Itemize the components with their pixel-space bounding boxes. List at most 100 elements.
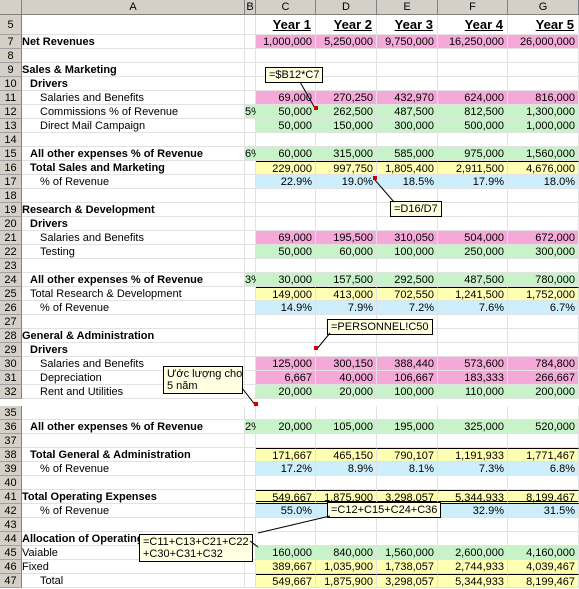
row-label[interactable]: Salaries and Benefits [22,357,245,371]
value-cell[interactable]: 1,805,400 [377,161,438,175]
value-cell[interactable] [438,189,508,203]
value-cell[interactable]: 1,875,900 [316,574,377,588]
value-cell[interactable]: 1,771,467 [508,448,579,462]
value-cell[interactable]: 171,667 [256,448,316,462]
value-cell[interactable] [256,532,316,546]
row-label[interactable]: % of Revenue [22,301,245,315]
driver-percent-cell[interactable] [245,91,256,105]
value-cell[interactable] [316,532,377,546]
value-cell[interactable] [316,259,377,273]
value-cell[interactable]: 7.3% [438,462,508,476]
value-cell[interactable]: 310,050 [377,231,438,245]
value-cell[interactable] [316,518,377,532]
row-header[interactable]: 40 [0,476,22,490]
value-cell[interactable] [316,77,377,91]
value-cell[interactable]: 22.9% [256,175,316,189]
value-cell[interactable] [256,343,316,357]
value-cell[interactable] [438,133,508,147]
row-header[interactable]: 37 [0,434,22,448]
row-header[interactable]: 22 [0,245,22,259]
row-header[interactable]: 16 [0,161,22,175]
value-cell[interactable]: 549,667 [256,490,316,504]
driver-percent-cell[interactable] [245,15,256,35]
driver-percent-cell[interactable] [245,315,256,329]
value-cell[interactable] [256,49,316,63]
driver-percent-cell[interactable] [245,189,256,203]
row-header[interactable]: 39 [0,462,22,476]
row-label[interactable]: General & Administration [22,329,245,343]
row-label[interactable]: Total General & Administration [22,448,245,462]
value-cell[interactable]: 7.9% [316,301,377,315]
value-cell[interactable] [316,343,377,357]
row-label[interactable]: Commissions % of Revenue [22,105,245,119]
value-cell[interactable]: 780,000 [508,273,579,287]
row-label[interactable]: Total [22,574,245,588]
value-cell[interactable] [377,217,438,231]
value-cell[interactable] [256,189,316,203]
value-cell[interactable]: 195,000 [377,420,438,434]
select-all-corner[interactable] [0,0,22,15]
value-cell[interactable]: 195,500 [316,231,377,245]
driver-percent-cell[interactable] [245,518,256,532]
row-label[interactable]: Drivers [22,77,245,91]
value-cell[interactable]: 500,000 [438,119,508,133]
row-header[interactable]: 43 [0,518,22,532]
value-cell[interactable]: 31.5% [508,504,579,518]
row-header[interactable]: 44 [0,532,22,546]
value-cell[interactable]: 2,911,500 [438,161,508,175]
value-cell[interactable]: 270,250 [316,91,377,105]
driver-percent-cell[interactable] [245,133,256,147]
row-header[interactable]: 14 [0,133,22,147]
value-cell[interactable] [377,343,438,357]
value-cell[interactable]: 8.1% [377,462,438,476]
driver-percent-cell[interactable] [245,203,256,217]
value-cell[interactable] [316,203,377,217]
driver-percent-cell[interactable] [245,574,256,588]
value-cell[interactable] [316,63,377,77]
value-cell[interactable]: 413,000 [316,287,377,301]
value-cell[interactable]: 100,000 [377,385,438,399]
value-cell[interactable]: 250,000 [438,245,508,259]
value-cell[interactable] [438,406,508,420]
value-cell[interactable]: 1,560,000 [377,546,438,560]
value-cell[interactable]: 50,000 [256,105,316,119]
value-cell[interactable]: 292,500 [377,273,438,287]
value-cell[interactable] [256,203,316,217]
value-cell[interactable]: 6.7% [508,301,579,315]
driver-percent-cell[interactable] [245,476,256,490]
year-header[interactable]: Year 2 [316,15,377,35]
value-cell[interactable] [438,259,508,273]
row-header[interactable]: 41 [0,490,22,504]
value-cell[interactable] [256,329,316,343]
row-header[interactable]: 20 [0,217,22,231]
value-cell[interactable]: 55.0% [256,504,316,518]
driver-percent-cell[interactable] [245,490,256,504]
row-header[interactable]: 38 [0,448,22,462]
driver-percent-cell[interactable] [245,231,256,245]
value-cell[interactable]: 812,500 [438,105,508,119]
row-label[interactable]: Total Operating Expenses [22,490,245,504]
value-cell[interactable]: 3,298,057 [377,574,438,588]
value-cell[interactable]: 149,000 [256,287,316,301]
row-label[interactable] [22,133,245,147]
value-cell[interactable] [377,476,438,490]
value-cell[interactable] [377,532,438,546]
value-cell[interactable]: 20,000 [256,420,316,434]
driver-percent-cell[interactable] [245,63,256,77]
value-cell[interactable]: 487,500 [438,273,508,287]
value-cell[interactable]: 30,000 [256,273,316,287]
driver-percent-cell[interactable] [245,301,256,315]
value-cell[interactable] [438,63,508,77]
row-header[interactable]: 8 [0,49,22,63]
value-cell[interactable]: 8,199,467 [508,574,579,588]
row-label[interactable]: Salaries and Benefits [22,231,245,245]
value-cell[interactable]: 50,000 [256,119,316,133]
value-cell[interactable]: 125,000 [256,357,316,371]
driver-percent-cell[interactable] [245,371,256,385]
driver-percent-cell[interactable] [245,504,256,518]
row-header[interactable]: 7 [0,35,22,49]
row-label[interactable] [22,49,245,63]
value-cell[interactable]: 585,000 [377,147,438,161]
column-header-d[interactable]: D [316,0,377,15]
row-label[interactable]: All other expenses % of Revenue [22,273,245,287]
